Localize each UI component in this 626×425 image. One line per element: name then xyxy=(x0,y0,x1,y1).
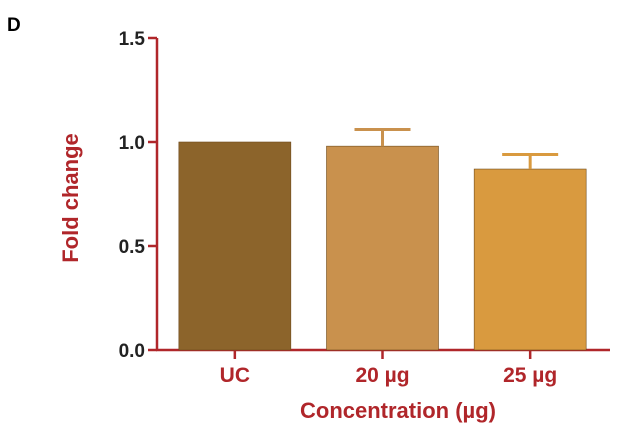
y-axis: 0.0 0.5 1.0 1.5 xyxy=(119,29,159,362)
bar xyxy=(178,141,292,351)
y-tick-label: 1.5 xyxy=(119,29,146,50)
x-axis: UC 20 µg 25 µg xyxy=(156,348,610,387)
panel-label: D xyxy=(7,15,21,36)
x-axis-title: Concentration (µg) xyxy=(300,398,496,423)
y-tick-label: 1.0 xyxy=(119,133,145,154)
bar xyxy=(326,145,439,351)
x-tick-label: 20 µg xyxy=(355,364,409,387)
y-tick-label: 0.5 xyxy=(119,237,146,258)
x-tick-label: 25 µg xyxy=(503,364,557,387)
x-tick-label: UC xyxy=(220,364,250,387)
error-bars xyxy=(354,128,559,170)
y-axis-title: Fold change xyxy=(58,133,83,263)
bars xyxy=(178,141,587,351)
bar xyxy=(473,168,587,351)
y-tick-label: 0.0 xyxy=(119,341,145,362)
